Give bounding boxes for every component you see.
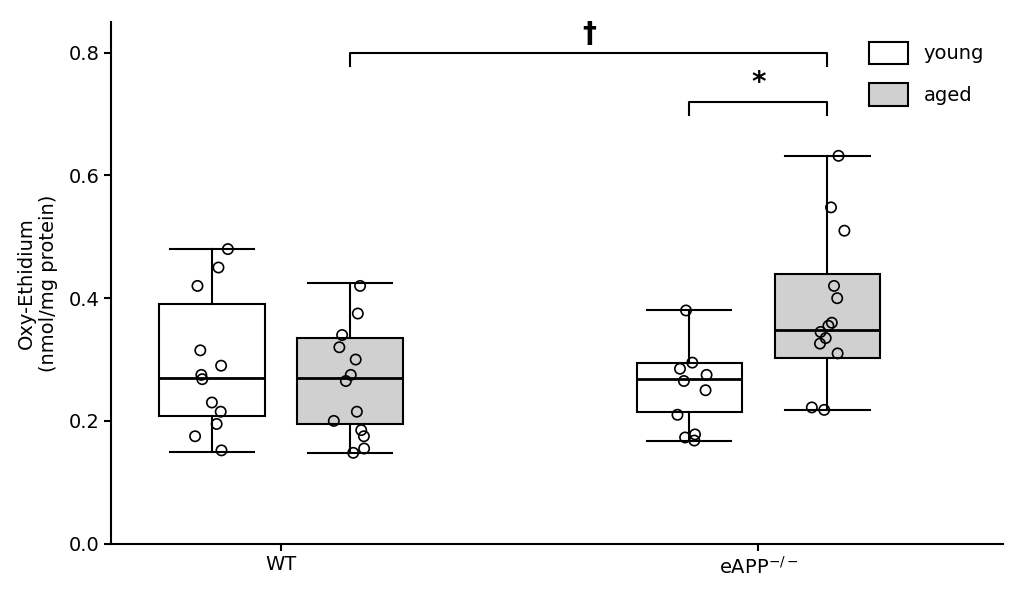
Point [352,281,368,290]
Point [213,361,229,371]
Bar [636,362,742,412]
Point [194,374,210,384]
Text: †: † [581,20,595,48]
Point [668,410,685,419]
Point [190,281,206,290]
Point [219,244,235,254]
Point [347,355,364,364]
Point [210,263,226,272]
Point [337,376,354,386]
Bar [159,304,265,416]
Legend: young, aged: young, aged [858,32,993,116]
Point [344,448,361,457]
Point [333,330,350,340]
Point [672,364,688,374]
Point [684,358,700,367]
Point [686,436,702,446]
Point [825,281,842,290]
Point [819,321,836,330]
Point [193,370,209,380]
Point [356,444,372,453]
Point [213,446,229,455]
Point [186,431,203,441]
Point [822,203,839,212]
Point [811,339,827,348]
Point [678,306,694,315]
Point [348,407,365,416]
Point [356,431,372,441]
Point [817,333,834,343]
Bar [774,274,879,358]
Point [698,370,714,380]
Point [342,370,359,380]
Point [677,432,693,442]
Point [829,151,846,160]
Point [675,376,691,386]
Point [697,386,713,395]
Text: *: * [750,69,765,97]
Point [823,318,840,327]
Point [353,425,369,435]
Point [192,346,208,355]
Point [208,419,224,429]
Point [686,429,702,439]
Point [828,349,845,358]
Point [836,226,852,235]
Bar [298,338,403,424]
Point [803,403,819,412]
Point [811,327,827,337]
Point [815,405,832,415]
Point [204,398,220,407]
Point [325,416,341,426]
Point [828,293,845,303]
Point [331,343,347,352]
Y-axis label: Oxy-Ethidium
(nmol/mg protein): Oxy-Ethidium (nmol/mg protein) [16,194,58,371]
Point [350,309,366,318]
Point [212,407,228,416]
